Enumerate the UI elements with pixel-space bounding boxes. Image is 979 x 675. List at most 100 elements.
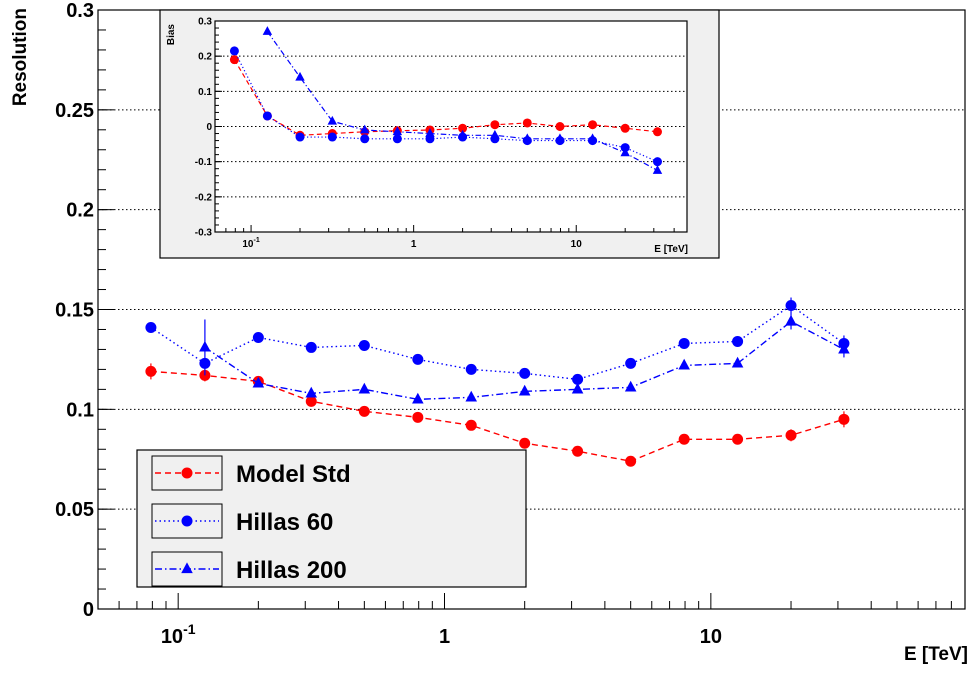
x-axis-title: E [TeV] xyxy=(654,244,688,255)
y-tick-label: 0.3 xyxy=(66,0,94,22)
x-tick-label: 10 xyxy=(571,239,583,250)
data-point xyxy=(838,413,850,425)
data-point xyxy=(785,314,797,326)
y-tick-label: -0.1 xyxy=(195,157,213,168)
data-point xyxy=(678,433,690,445)
y-tick-label: 0.3 xyxy=(198,17,212,28)
data-point xyxy=(519,437,531,449)
data-point xyxy=(555,133,565,143)
data-point xyxy=(392,126,403,136)
legend-label: Hillas 60 xyxy=(236,509,333,536)
data-point xyxy=(785,300,797,312)
data-point xyxy=(732,335,744,347)
data-point xyxy=(571,382,584,394)
data-point xyxy=(490,129,500,139)
data-point xyxy=(425,128,435,137)
data-point xyxy=(490,120,500,130)
y-tick-label: 0.1 xyxy=(66,399,94,421)
data-point xyxy=(305,386,318,398)
y-axis-title: Bias xyxy=(166,24,177,46)
y-tick-label: 0.25 xyxy=(55,100,94,122)
data-point xyxy=(572,445,584,457)
y-tick-label: 0 xyxy=(83,599,94,621)
data-point xyxy=(652,127,662,137)
legend-swatch-box xyxy=(151,503,223,539)
data-point xyxy=(358,405,370,417)
y-tick-label: 0.05 xyxy=(55,499,94,521)
legend-swatch-marker xyxy=(181,562,193,574)
data-point xyxy=(678,358,690,370)
y-tick-label: 0.2 xyxy=(198,52,212,63)
data-point xyxy=(358,339,370,351)
data-point xyxy=(229,55,239,65)
data-point xyxy=(465,363,477,375)
data-point xyxy=(262,26,273,35)
data-point xyxy=(588,120,598,130)
data-point xyxy=(360,134,370,144)
series-line xyxy=(150,370,845,462)
data-point xyxy=(229,46,239,56)
legend-label: Hillas 200 xyxy=(236,557,347,584)
data-point xyxy=(327,115,338,125)
data-point xyxy=(412,353,424,365)
data-point xyxy=(732,433,744,445)
data-point xyxy=(785,429,797,441)
data-point xyxy=(327,132,337,142)
data-point xyxy=(522,118,532,128)
data-point xyxy=(199,340,211,352)
y-tick-label: 0 xyxy=(206,122,212,133)
y-tick-label: -0.2 xyxy=(195,192,213,203)
legend-swatch-box xyxy=(151,551,223,587)
legend-label: Model Std xyxy=(236,461,351,488)
legend-swatch-marker xyxy=(181,467,193,479)
inset-plot: -0.3 -0.2 -0.1 0 0.1 0.2 0.3 10-1 1 10 E [TeV] Bias xyxy=(159,9,720,259)
data-point xyxy=(625,357,637,369)
data-point xyxy=(572,373,584,385)
data-point xyxy=(392,134,402,144)
main-plot: 0 0.05 0.1 0.15 0.2 0.25 0.3 10-1 1 10 E [TeV] Reso… xyxy=(10,0,968,665)
data-point xyxy=(522,133,533,143)
legend-swatch-marker xyxy=(181,515,193,527)
x-tick-label: 10 xyxy=(700,626,722,648)
data-point xyxy=(519,367,531,379)
legend: Model Std Hillas 60 Hillas 200 xyxy=(136,449,527,588)
data-point xyxy=(465,419,477,431)
data-point xyxy=(252,376,265,388)
data-point xyxy=(358,382,371,394)
series-line xyxy=(233,59,658,136)
data-point xyxy=(295,71,305,81)
x-tick-label: 10-1 xyxy=(161,621,196,648)
data-point xyxy=(145,321,157,333)
data-point xyxy=(652,157,662,167)
data-point xyxy=(412,392,424,404)
y-tick-label: -0.3 xyxy=(195,228,213,239)
x-tick-label: 1 xyxy=(411,239,417,250)
data-point xyxy=(731,356,744,368)
data-point xyxy=(620,147,630,157)
data-point xyxy=(262,111,272,121)
data-point xyxy=(587,133,598,143)
data-point xyxy=(305,395,317,407)
data-point xyxy=(295,132,305,142)
legend-box xyxy=(136,449,527,588)
x-tick-label: 10-1 xyxy=(242,237,259,250)
data-point xyxy=(412,411,424,423)
data-point xyxy=(305,341,317,353)
data-point xyxy=(458,123,468,133)
data-point xyxy=(252,331,264,343)
y-tick-label: 0.15 xyxy=(55,300,94,322)
y-tick-label: 0.1 xyxy=(198,87,212,98)
x-axis-title: E [TeV] xyxy=(904,644,968,665)
data-point xyxy=(457,129,468,139)
legend-swatch-box xyxy=(151,455,223,491)
y-tick-label: 0.2 xyxy=(66,200,94,222)
y-axis-title: Resolution xyxy=(10,8,31,106)
data-point xyxy=(359,124,370,134)
data-point xyxy=(145,365,157,377)
data-point xyxy=(555,122,565,131)
data-point xyxy=(624,380,637,392)
data-point xyxy=(678,337,690,349)
data-point xyxy=(620,123,630,133)
